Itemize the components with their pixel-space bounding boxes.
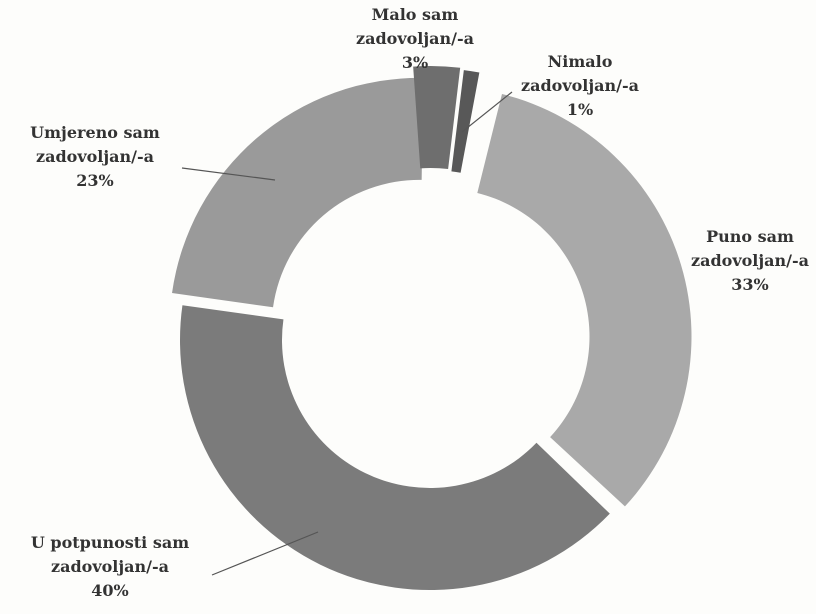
slice-label-line: zadovoljan/-a: [691, 251, 809, 270]
leader-line-3: [181, 167, 276, 181]
slice-label-line: zadovoljan/-a: [521, 76, 639, 95]
slice-label-line: U potpunosti sam: [31, 533, 189, 552]
leader-line-5: [461, 91, 513, 133]
slice-label-line: 3%: [402, 53, 428, 72]
slice-label-line: Puno sam: [706, 227, 794, 246]
slices-group: [172, 66, 692, 591]
slice-label-5: Nimalo zadovoljan/-a 1%: [521, 52, 639, 119]
leader-lines-group: [181, 91, 513, 576]
slice-label-2: U potpunosti sam zadovoljan/-a 40%: [31, 533, 189, 600]
donut-slice-2: [179, 305, 610, 591]
slice-label-line: 40%: [91, 581, 128, 600]
donut-slice-5: [451, 70, 480, 173]
slice-label-3: Umjereno sam zadovoljan/-a 23%: [30, 123, 160, 190]
labels-group: Puno sam zadovoljan/-a 33% U potpunosti sam…: [30, 5, 809, 600]
slice-label-line: 33%: [731, 275, 768, 294]
leader-line-2: [211, 531, 319, 576]
donut-slice-4: [413, 66, 461, 170]
slice-label-1: Puno sam zadovoljan/-a 33%: [691, 227, 809, 294]
slice-label-4: Malo sam zadovoljan/-a 3%: [356, 5, 474, 72]
slice-label-line: Malo sam: [372, 5, 459, 24]
slice-label-line: zadovoljan/-a: [51, 557, 169, 576]
slice-label-line: Umjereno sam: [30, 123, 160, 142]
slice-label-line: 1%: [567, 100, 593, 119]
donut-slice-1: [477, 93, 692, 507]
slice-label-line: 23%: [76, 171, 113, 190]
slice-label-line: zadovoljan/-a: [356, 29, 474, 48]
slice-label-line: zadovoljan/-a: [36, 147, 154, 166]
donut-slice-3: [172, 77, 424, 308]
slice-label-line: Nimalo: [548, 52, 613, 71]
